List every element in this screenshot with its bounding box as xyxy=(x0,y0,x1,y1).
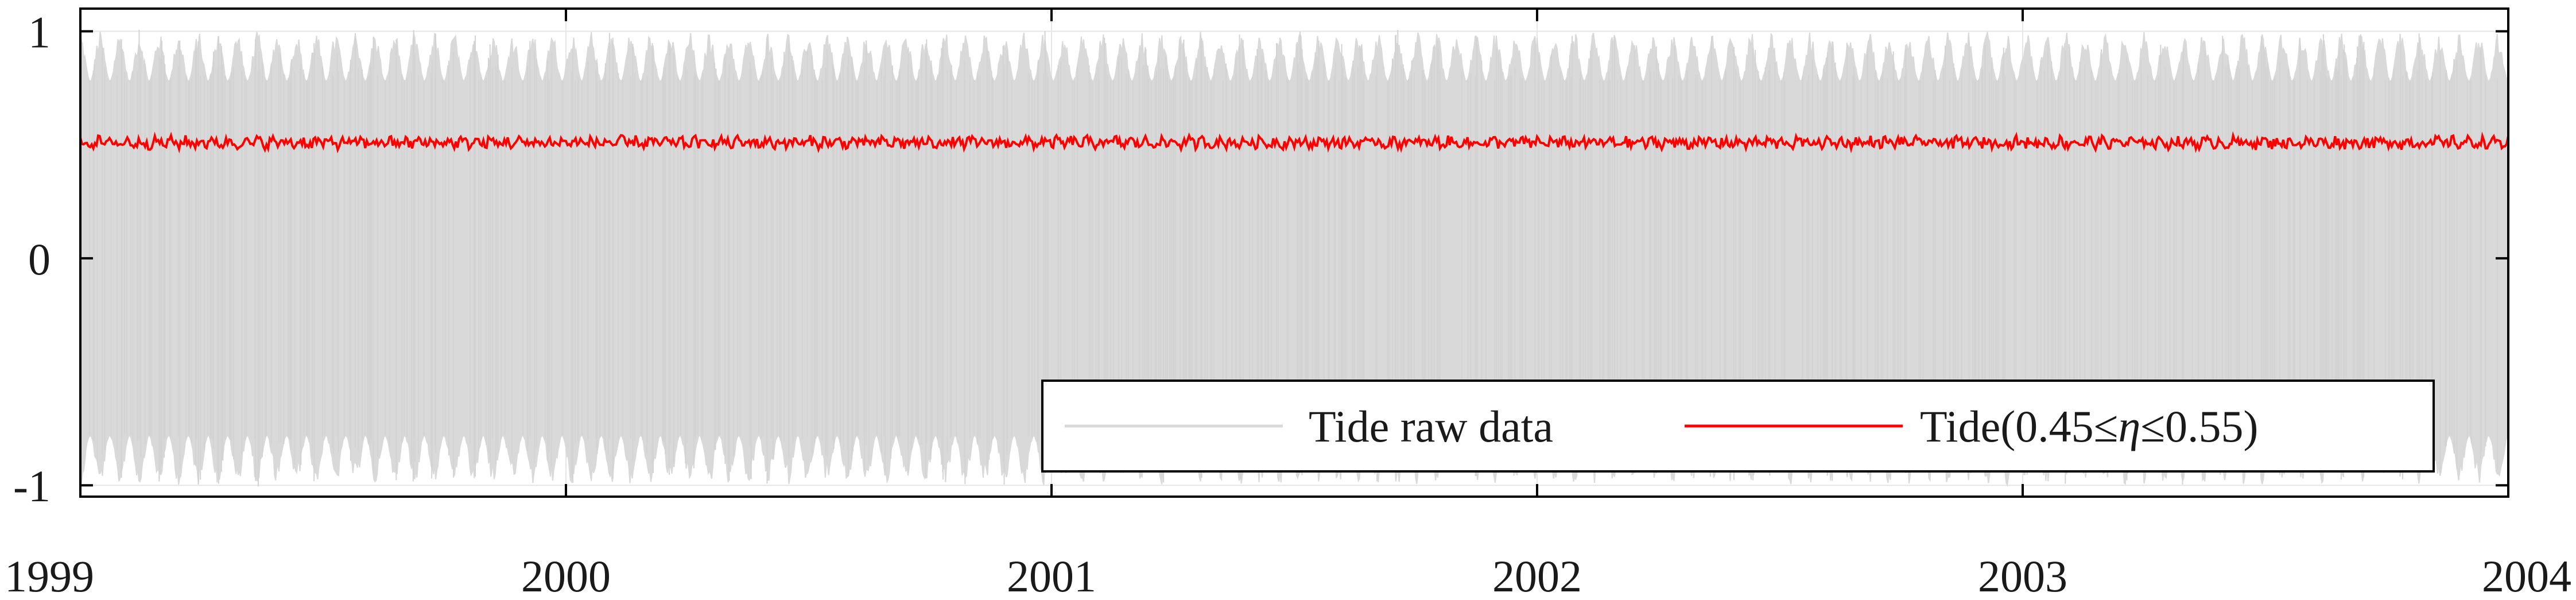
legend-label-band: Tide(0.45≤η≤0.55) xyxy=(1920,401,2258,451)
x-tick-label: 2002 xyxy=(1492,551,1582,600)
legend-label-raw: Tide raw data xyxy=(1309,401,1553,451)
legend: Tide raw data Tide(0.45≤η≤0.55) xyxy=(1041,380,2435,473)
band-series-line xyxy=(79,131,2509,154)
y-axis-tick-labels: 1 0 -1 xyxy=(13,7,51,512)
x-tick-label: 2000 xyxy=(521,551,611,600)
x-tick-label: 1999 xyxy=(5,551,94,600)
legend-label-band-prefix: Tide(0.45 xyxy=(1920,401,2094,451)
y-tick-label: 0 xyxy=(28,234,51,284)
y-tick-label: -1 xyxy=(13,461,51,511)
y-tick-label: 1 xyxy=(28,7,51,57)
leq-symbol: ≤ xyxy=(2094,401,2119,451)
plot-frame xyxy=(79,7,2509,498)
leq-symbol: ≤ xyxy=(2140,401,2165,451)
x-tick-label: 2004 xyxy=(2482,551,2571,600)
x-axis-tick-labels: 1999 2000 2001 2002 2003 2004 xyxy=(5,551,2571,600)
x-tick-label: 2001 xyxy=(1007,551,1096,600)
x-tick-label: 2003 xyxy=(1978,551,2067,600)
series-tide-band xyxy=(79,131,2509,154)
eta-symbol: η xyxy=(2118,401,2140,451)
axis-ticks xyxy=(79,9,2509,497)
legend-label-band-suffix: 0.55) xyxy=(2165,401,2258,451)
